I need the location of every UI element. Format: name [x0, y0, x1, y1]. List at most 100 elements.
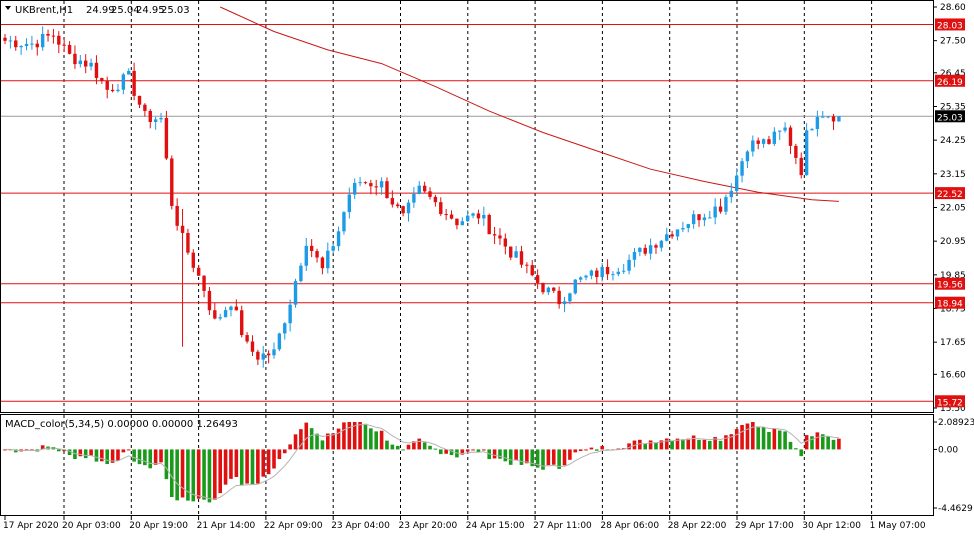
macd-histogram-bar — [799, 449, 804, 457]
macd-histogram-bar — [675, 438, 680, 450]
candle-bear — [266, 353, 271, 356]
macd-tick-label: 0.00 — [938, 445, 958, 455]
candle-bear — [175, 205, 179, 226]
candle-bull — [821, 116, 825, 118]
candle-bull — [229, 306, 233, 311]
macd-histogram-bar — [406, 444, 411, 450]
macd-histogram-bar — [449, 449, 454, 456]
macd-histogram-bar — [718, 440, 723, 450]
macd-histogram-bar — [315, 433, 319, 450]
macd-histogram-bar — [62, 449, 66, 452]
candle-bull — [272, 349, 276, 356]
macd-histogram-bar — [159, 449, 163, 463]
candle-bull — [611, 274, 615, 276]
candle-bear — [3, 37, 7, 41]
candle-bull — [724, 197, 728, 212]
macd-histogram-bar — [218, 449, 222, 494]
time-axis[interactable]: 17 Apr 2020 20 Apr 03:00 20 Apr 19:00 21 Ap… — [3, 516, 926, 531]
candle-bear — [320, 257, 325, 269]
candle-bear — [73, 53, 77, 65]
indicator-label[interactable]: MACD_color(5,34,5) 0.00000 0.00000 1.264… — [5, 419, 238, 430]
macd-histogram-bar — [659, 440, 664, 450]
level-tags: 28.03 26.19 22.52 19.56 18.94 15.72 25.03 — [935, 18, 965, 408]
macd-histogram-bar — [707, 440, 712, 450]
candle-bear — [132, 70, 136, 96]
macd-histogram-bar — [740, 424, 744, 450]
level-tag-label: 26.19 — [937, 78, 963, 88]
macd-histogram-bar — [595, 449, 599, 451]
macd-histogram-bar — [616, 448, 621, 450]
macd-histogram-bar — [498, 449, 502, 459]
candle-bull — [24, 43, 29, 47]
horizontal-lines[interactable] — [1, 23, 933, 402]
candle-bear — [67, 44, 72, 54]
price-tick-label: 17.65 — [940, 338, 966, 348]
candle-bear — [256, 351, 260, 360]
macd-histogram-bar — [121, 449, 126, 453]
candle-bear — [552, 287, 556, 291]
candle-bear — [487, 214, 491, 235]
price-tick-label: 19.85 — [940, 271, 966, 281]
candle-bear — [767, 139, 771, 144]
level-tag-label: 19.56 — [937, 281, 963, 291]
macd-histogram-bar — [89, 449, 93, 456]
candle-bear — [788, 127, 793, 146]
macd-histogram-bar — [734, 429, 739, 450]
macd-histogram-bar — [175, 449, 179, 501]
macd-histogram-bar — [309, 428, 314, 450]
time-tick-label: 1 May 07:00 — [870, 521, 926, 531]
ohlc-open: 24.99 — [86, 5, 115, 16]
candle-bull — [815, 117, 820, 130]
candle-bull — [471, 213, 475, 216]
macd-histogram-bar — [229, 449, 233, 479]
candle-bear — [250, 341, 255, 352]
candle-bull — [116, 89, 120, 92]
macd-histogram-bar — [573, 449, 578, 453]
candle-bull — [8, 40, 13, 42]
candle-bear — [234, 306, 239, 311]
candle-bear — [100, 78, 104, 81]
candle-bear — [186, 232, 190, 253]
macd-plot[interactable] — [3, 422, 841, 503]
macd-histogram-bar — [422, 442, 427, 450]
candle-bull — [708, 217, 712, 219]
macd-histogram-bar — [503, 449, 508, 462]
macd-histogram-bar — [627, 443, 631, 450]
candle-bull — [127, 70, 131, 75]
macd-histogram-bar — [137, 449, 142, 465]
candle-bull — [691, 214, 696, 225]
candle-bear — [309, 245, 314, 252]
symbol-label[interactable]: UKBrent,H1 — [15, 5, 73, 16]
candle-bear — [492, 234, 497, 236]
macd-histogram-bar — [299, 429, 303, 450]
moving-average-layer — [219, 6, 839, 202]
symbol-dropdown-icon[interactable] — [5, 6, 11, 10]
macd-histogram-bar — [395, 445, 400, 450]
candle-bull — [342, 212, 346, 232]
macd-histogram-bar — [837, 438, 841, 450]
macd-histogram-bar — [492, 449, 497, 459]
candle-bull — [616, 271, 621, 275]
price-axis[interactable]: 28.60 27.50 26.45 25.35 24.25 23.15 22.05 20.95… — [933, 3, 966, 414]
macd-histogram-bar — [767, 431, 771, 450]
candle-bear — [369, 183, 373, 187]
macd-histogram-bar — [530, 449, 535, 467]
price-tick-label: 18.75 — [940, 305, 966, 315]
macd-histogram-bar — [508, 449, 513, 465]
macd-histogram-bar — [282, 449, 287, 454]
candle-bear — [385, 181, 389, 199]
macd-histogram-bar — [374, 431, 379, 450]
candle-bear — [143, 104, 147, 111]
level-tag-label: 18.94 — [937, 300, 963, 310]
macd-histogram-bar — [293, 434, 298, 450]
time-tick-label: 29 Apr 17:00 — [735, 521, 794, 531]
candle-bull — [19, 46, 23, 48]
macd-histogram-bar — [83, 449, 88, 459]
macd-histogram-bar — [772, 428, 777, 450]
macd-histogram-bar — [94, 449, 99, 462]
macd-histogram-bar — [320, 440, 325, 450]
candle-bear — [643, 247, 647, 254]
candle-bull — [740, 161, 744, 176]
macd-histogram-bar — [745, 423, 750, 450]
